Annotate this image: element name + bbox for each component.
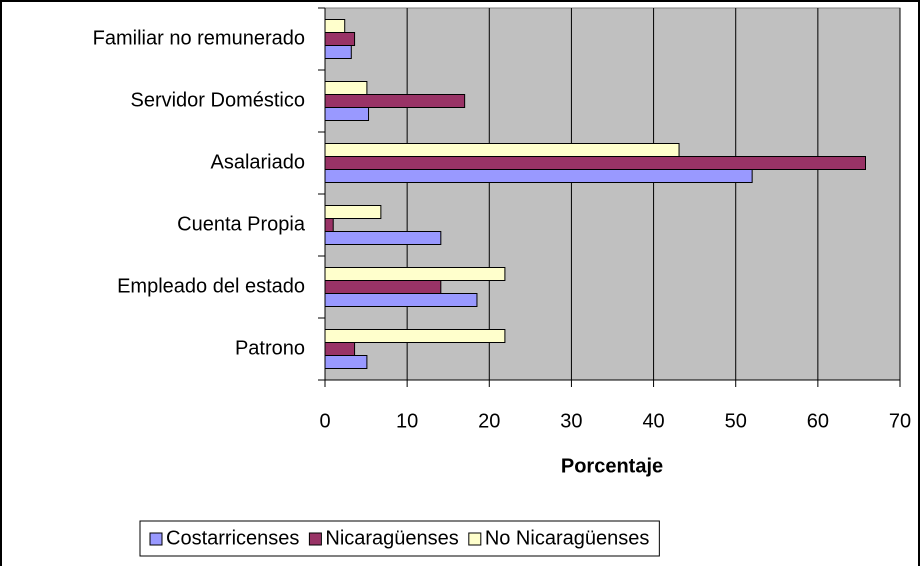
bar xyxy=(324,94,466,108)
bar xyxy=(324,107,370,121)
y-tick-label: Empleado del estado xyxy=(117,275,305,297)
bar xyxy=(324,218,334,232)
plot-area xyxy=(324,7,901,381)
bar xyxy=(324,45,352,59)
bar xyxy=(324,355,368,369)
legend-label: Nicaragüenses xyxy=(325,527,458,549)
bar xyxy=(324,280,442,294)
bar xyxy=(324,32,356,46)
bar xyxy=(324,19,346,33)
legend-swatch xyxy=(468,532,482,546)
legend-box xyxy=(139,520,660,557)
bar xyxy=(324,293,478,307)
y-tick-label: Asalariado xyxy=(210,151,305,173)
x-axis-title: Porcentaje xyxy=(561,455,663,477)
y-tick-label: Cuenta Propia xyxy=(177,213,306,235)
x-tick-label: 50 xyxy=(725,410,747,432)
bar xyxy=(324,267,506,281)
bar xyxy=(324,156,866,170)
x-tick-label: 40 xyxy=(642,410,664,432)
x-tick-label: 60 xyxy=(807,410,829,432)
bar xyxy=(324,143,680,157)
legend-label: Costarricenses xyxy=(166,527,299,549)
x-tick-label: 20 xyxy=(478,410,500,432)
y-tick-label: Patrono xyxy=(235,337,305,359)
bar xyxy=(324,81,368,95)
x-tick-label: 10 xyxy=(396,410,418,432)
bar xyxy=(324,329,506,343)
bar xyxy=(324,205,382,219)
bar xyxy=(324,231,442,245)
bar xyxy=(324,342,356,356)
y-tick-label: Servidor Doméstico xyxy=(130,89,305,111)
legend-swatch xyxy=(149,532,163,546)
x-tick-label: 30 xyxy=(560,410,582,432)
y-tick-label: Familiar no remunerado xyxy=(93,27,305,49)
bar xyxy=(324,169,753,183)
x-tick-label: 0 xyxy=(319,410,330,432)
legend-label: No Nicaragüenses xyxy=(485,527,650,549)
legend-swatch xyxy=(308,532,322,546)
x-tick-label: 70 xyxy=(889,410,911,432)
